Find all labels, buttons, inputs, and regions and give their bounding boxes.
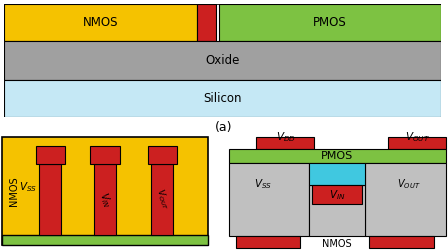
Bar (310, 185, 365, 236)
Bar (365, 163, 446, 236)
Bar (2, 137, 208, 245)
Text: NMOS: NMOS (9, 176, 19, 206)
Bar (35, 146, 65, 164)
Text: PMOS: PMOS (313, 16, 347, 29)
Bar (228, 163, 310, 236)
Bar (90, 146, 120, 164)
Text: $V_{OUT}$: $V_{OUT}$ (397, 177, 420, 191)
Text: $V_{IN}$: $V_{IN}$ (96, 190, 114, 209)
Bar (388, 137, 446, 149)
Text: NMOS: NMOS (322, 239, 352, 248)
Bar (370, 236, 434, 248)
Text: Oxide: Oxide (206, 54, 240, 67)
Text: $V_{IN}$: $V_{IN}$ (329, 188, 345, 202)
Bar (236, 236, 300, 248)
Bar (151, 164, 173, 235)
Bar (4, 41, 441, 80)
Bar (310, 163, 365, 185)
Text: $V_{SS}$: $V_{SS}$ (19, 180, 38, 194)
Text: PMOS: PMOS (321, 151, 353, 161)
Text: $V_{OUT}$: $V_{OUT}$ (405, 130, 431, 144)
Bar (4, 80, 441, 117)
Bar (256, 137, 314, 149)
Bar (312, 185, 362, 204)
Bar (228, 149, 446, 163)
Bar (94, 164, 116, 235)
Bar (4, 4, 197, 41)
Text: $V_{OUT}$: $V_{OUT}$ (153, 187, 172, 212)
Bar (197, 4, 216, 41)
Bar (147, 146, 177, 164)
Bar (2, 235, 208, 245)
Text: $V_{DD}$: $V_{DD}$ (276, 130, 296, 144)
Text: (a): (a) (215, 121, 233, 134)
Bar (219, 4, 441, 41)
Text: Silicon: Silicon (204, 92, 242, 105)
Text: NMOS: NMOS (83, 16, 118, 29)
Bar (39, 164, 61, 235)
Text: $V_{SS}$: $V_{SS}$ (254, 177, 272, 191)
